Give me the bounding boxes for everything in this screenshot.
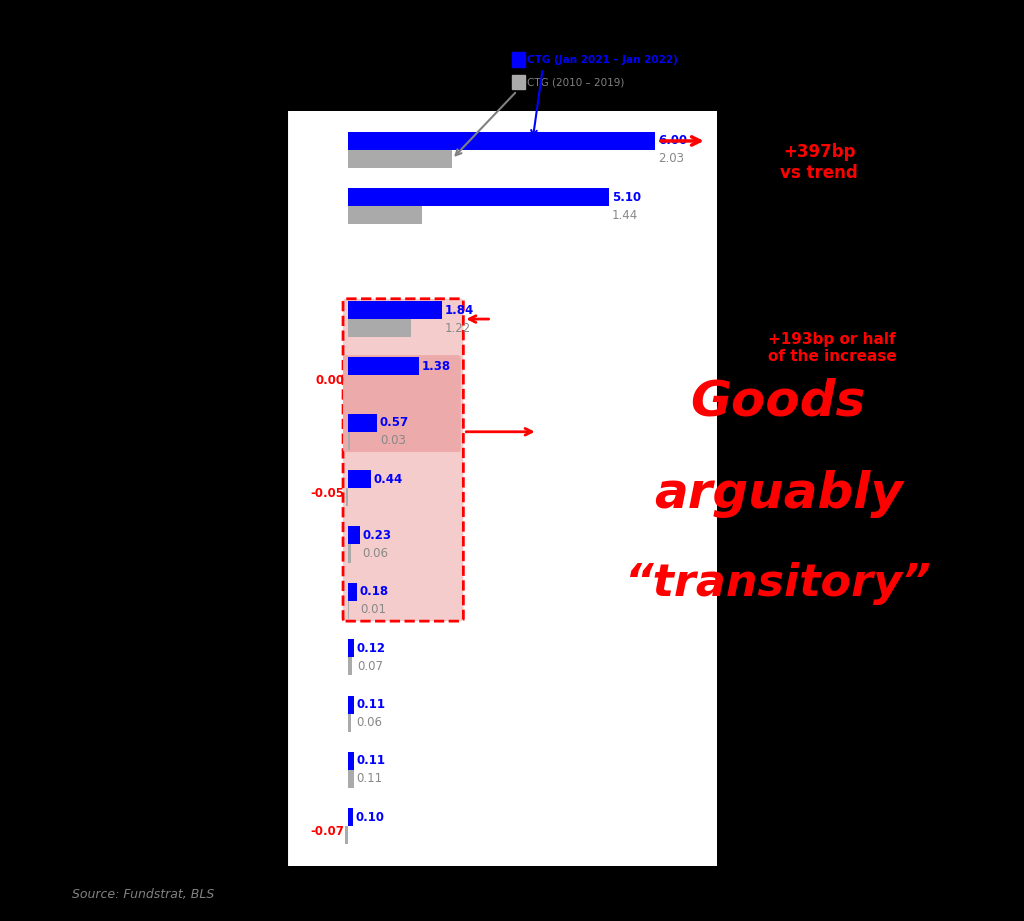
Bar [348,188,609,206]
Text: 0.44: 0.44 [374,472,402,485]
Bar [344,826,348,845]
Text: 5.10: 5.10 [611,191,641,204]
Bar [348,639,354,658]
Text: 0.12: 0.12 [357,642,386,655]
FancyBboxPatch shape [343,356,461,452]
Text: arguably: arguably [653,470,903,518]
Text: 1.38: 1.38 [422,360,451,373]
Bar [348,752,354,770]
Text: 0.10: 0.10 [356,810,385,823]
Bar [348,132,655,150]
Text: 1.22: 1.22 [444,321,471,334]
Text: 0.11: 0.11 [356,773,383,786]
Bar [346,488,348,507]
Bar [512,52,524,66]
Text: “transitory”: “transitory” [625,562,932,605]
Text: +193bp or half
of the increase: +193bp or half of the increase [768,332,897,364]
Text: -0.05: -0.05 [310,486,344,500]
Bar [348,695,354,714]
Bar [348,470,371,488]
Text: 0.23: 0.23 [362,529,391,542]
Text: 0.11: 0.11 [356,754,385,767]
Text: 0.00: 0.00 [315,374,344,387]
Text: Source: Fundstrat, BLS: Source: Fundstrat, BLS [72,888,214,901]
Bar [348,357,419,376]
Bar [348,770,354,788]
Text: 0.57: 0.57 [380,416,409,429]
FancyBboxPatch shape [343,298,463,621]
Text: 0.07: 0.07 [357,659,383,672]
Bar [348,414,377,432]
Text: 1.44: 1.44 [611,209,638,222]
Text: -0.07: -0.07 [310,825,344,838]
Bar [348,544,351,563]
Text: CTG (2010 – 2019): CTG (2010 – 2019) [527,77,625,87]
Text: 0.18: 0.18 [360,586,389,599]
Text: 6.00: 6.00 [657,134,687,147]
Text: 2.03: 2.03 [657,153,684,166]
Bar [348,301,442,319]
Bar [348,809,353,826]
Text: 1.84: 1.84 [444,304,474,317]
Bar [512,75,524,89]
Bar [348,319,411,337]
Text: 0.06: 0.06 [356,717,382,729]
Bar [348,527,360,544]
Text: 0.03: 0.03 [380,435,406,448]
Bar [348,150,453,168]
Text: CTG (Jan 2021 – Jan 2022): CTG (Jan 2021 – Jan 2022) [527,54,678,64]
Bar [348,583,357,600]
Text: Goods: Goods [690,378,866,426]
Text: +397bp
vs trend: +397bp vs trend [780,143,858,181]
Text: 0.01: 0.01 [360,603,386,616]
Bar [348,206,422,225]
Bar [348,658,352,675]
Text: 0.06: 0.06 [362,547,388,560]
Text: 0.11: 0.11 [356,698,385,711]
Bar [348,714,351,731]
Bar [348,432,350,449]
